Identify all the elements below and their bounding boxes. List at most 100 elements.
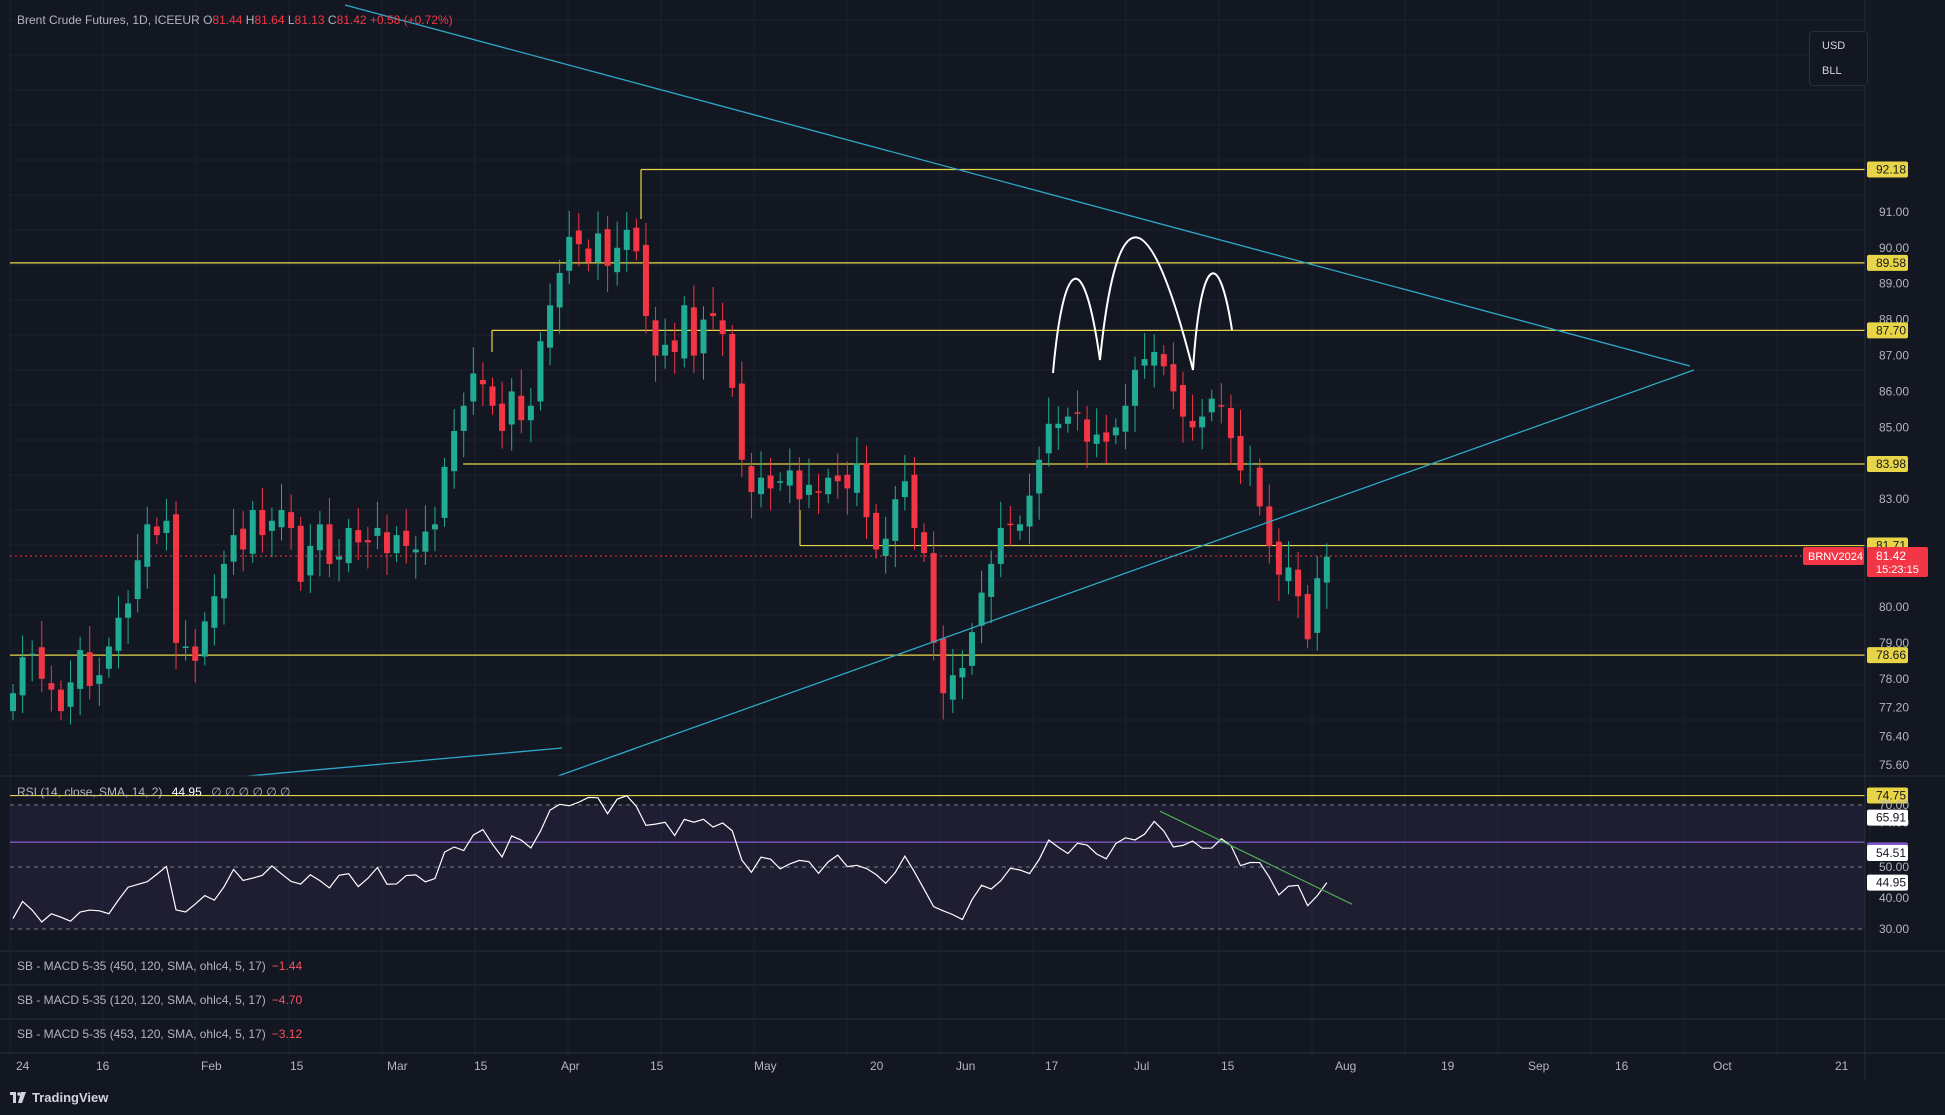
- symbol-header: Brent Crude Futures, 1D, ICEEUR O81.44 H…: [17, 13, 453, 27]
- candle-body: [115, 617, 122, 651]
- candle-body: [642, 244, 649, 317]
- rsi-value-text: 65.91: [1876, 811, 1906, 825]
- candle-body: [949, 675, 956, 700]
- open-value: 81.44: [212, 13, 243, 27]
- candle-body: [930, 553, 937, 643]
- head-and-shoulders-pattern: [1052, 236, 1233, 374]
- candle-body: [777, 481, 784, 483]
- low-value: 81.13: [294, 13, 325, 27]
- level-price-badge: [1867, 322, 1908, 339]
- symbol-badge: [1803, 546, 1864, 565]
- rsi-line: [12, 794, 1328, 923]
- candle-body: [192, 646, 199, 661]
- candle-body: [499, 403, 506, 431]
- current-price-text: 81.42: [1876, 549, 1906, 563]
- candle-body: [96, 675, 103, 684]
- price-tick-label: 80.00: [1879, 600, 1909, 614]
- horizontal-levels: [10, 168, 1865, 797]
- candle-body: [489, 386, 496, 406]
- rsi-placeholders: ∅ ∅ ∅ ∅ ∅ ∅: [211, 785, 291, 799]
- candle-body: [1275, 541, 1282, 575]
- currency-selector[interactable]: USD BLL: [1809, 31, 1868, 86]
- candle-body: [1218, 405, 1225, 407]
- rsi-tick-label: 70.00: [1879, 798, 1909, 812]
- candle-body: [278, 509, 285, 528]
- open-label: O: [203, 13, 213, 27]
- candle-body: [796, 470, 803, 500]
- time-tick-label: Jun: [956, 1059, 975, 1073]
- level-price-text: 87.70: [1876, 323, 1906, 337]
- candle-body: [825, 477, 832, 495]
- candle-body: [470, 373, 477, 402]
- candle-body: [882, 538, 889, 556]
- candle-body: [451, 430, 458, 472]
- candle-body: [240, 528, 247, 550]
- time-axis[interactable]: 24 16 Feb 15 Mar 15 Apr 15 May 20 Jun 17 Jul 15 Aug 19 S…: [16, 1059, 1849, 1073]
- candle-body: [431, 524, 438, 530]
- price-tick-label: 90.00: [1879, 241, 1909, 255]
- level-price-text: 89.58: [1876, 256, 1906, 270]
- low-label: L: [287, 13, 295, 27]
- macd-legend-2[interactable]: SB - MACD 5-35 (120, 120, SMA, ohlc4, 5,…: [17, 993, 302, 1007]
- price-tick-label: 77.20: [1879, 701, 1909, 715]
- candle-body: [959, 668, 966, 678]
- candle-body: [201, 621, 208, 657]
- candle-body: [105, 646, 112, 669]
- candle-body: [412, 549, 419, 553]
- candle-body: [1026, 495, 1033, 527]
- tradingview-logo-icon: [10, 1092, 26, 1103]
- macd-value: −1.44: [271, 959, 303, 973]
- level-price-text: 74.75: [1876, 789, 1906, 803]
- candle-body: [460, 405, 467, 431]
- candle-body: [1304, 594, 1311, 640]
- candle-body: [527, 405, 534, 421]
- candle-body: [940, 638, 947, 694]
- time-tick-label: 19: [1441, 1059, 1455, 1073]
- candle-body: [316, 524, 323, 551]
- candle-body: [508, 391, 515, 425]
- time-tick-label: 24: [16, 1059, 30, 1073]
- time-tick-label: Oct: [1713, 1059, 1732, 1073]
- rsi-value: 44.95: [171, 785, 202, 799]
- candle-body: [307, 545, 314, 576]
- candle-body: [384, 532, 391, 554]
- candle-body: [652, 320, 659, 356]
- candle-body: [623, 229, 630, 250]
- candle-body: [1189, 420, 1196, 428]
- high-value: 81.64: [254, 13, 285, 27]
- candle-body: [1151, 351, 1158, 366]
- candle-body: [729, 333, 736, 388]
- short-trendline: [247, 747, 563, 777]
- rsi-title: RSI (14, close, SMA, 14, 2): [17, 785, 163, 799]
- candle-body: [38, 647, 45, 679]
- candle-body: [1074, 412, 1081, 414]
- candle-body: [336, 556, 343, 560]
- price-tick-label: 76.40: [1879, 729, 1909, 743]
- rsi-value-badge: [1867, 845, 1908, 862]
- candle-body: [700, 319, 707, 354]
- candle-body: [364, 540, 371, 543]
- rsi-legend[interactable]: RSI (14, close, SMA, 14, 2) 44.95 ∅ ∅ ∅ …: [17, 785, 291, 799]
- macd-value: −3.12: [271, 1027, 303, 1041]
- candle-body: [67, 682, 74, 707]
- candle-body: [1295, 569, 1302, 597]
- current-price-badge: [1867, 546, 1928, 577]
- price-axis[interactable]: 91.0090.0089.0088.0087.0086.0085.0083.00…: [1803, 161, 1928, 830]
- candle-body: [125, 603, 132, 618]
- macd-legend-1[interactable]: SB - MACD 5-35 (450, 120, SMA, ohlc4, 5,…: [17, 959, 302, 973]
- candle-body: [690, 307, 697, 356]
- candle-body: [748, 466, 755, 493]
- candle-body: [1256, 467, 1263, 507]
- candle-body: [911, 474, 918, 528]
- macd-legend-3[interactable]: SB - MACD 5-35 (453, 120, SMA, ohlc4, 5,…: [17, 1027, 302, 1041]
- candle-body: [844, 474, 851, 489]
- branding[interactable]: TradingView: [32, 1090, 109, 1105]
- time-tick-label: 15: [474, 1059, 488, 1073]
- candle-body: [662, 344, 669, 356]
- level-price-badge: [1867, 254, 1908, 271]
- candle-body: [575, 230, 582, 245]
- price-tick-label: 75.60: [1879, 758, 1909, 772]
- macd-title: SB - MACD 5-35 (453, 120, SMA, ohlc4, 5,…: [17, 1027, 266, 1041]
